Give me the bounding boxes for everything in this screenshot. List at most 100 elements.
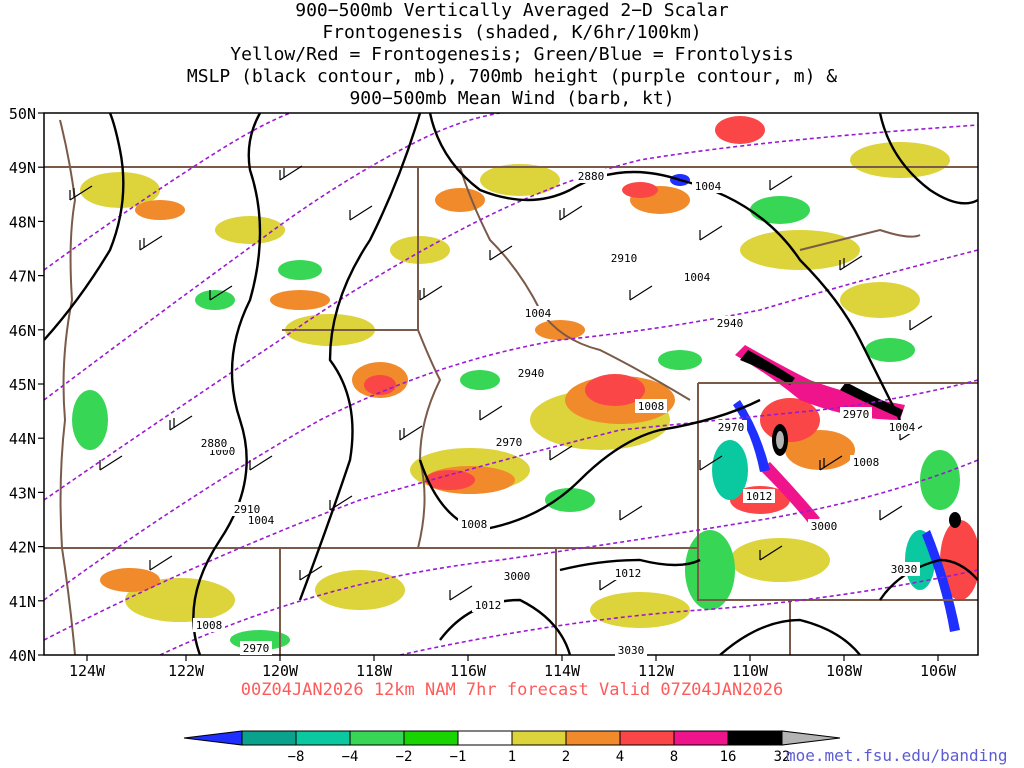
- legend-swatch: [511, 730, 567, 746]
- pressure-label: 1012: [746, 490, 773, 503]
- pressure-label: 1004: [525, 307, 552, 320]
- lat-label: 43N: [9, 484, 36, 502]
- latitude-labels: 50N 49N 48N 47N 46N 45N 44N 43N 42N 41N 40N: [9, 105, 44, 665]
- pressure-label-bg: [850, 455, 882, 469]
- height-label: 2970: [843, 408, 870, 421]
- pressure-label: 1008: [196, 619, 223, 632]
- lon-label: 114W: [544, 662, 581, 680]
- lon-label: 108W: [826, 662, 863, 680]
- legend-left-arrow: [183, 730, 243, 746]
- legend-swatch: [403, 730, 459, 746]
- legend-swatch: [673, 730, 729, 746]
- legend-label: −2: [396, 749, 413, 765]
- pressure-label-bg: [692, 179, 724, 193]
- height-label: 2880: [578, 170, 605, 183]
- pressure-label: 1008: [638, 400, 665, 413]
- legend-label: −1: [450, 749, 467, 765]
- lon-label: 122W: [168, 662, 205, 680]
- height-label: 2940: [717, 317, 744, 330]
- legend-label: 1: [508, 749, 516, 765]
- height-label: 3000: [811, 520, 838, 533]
- height-label-bg: [615, 643, 647, 657]
- lat-label: 50N: [9, 105, 36, 123]
- legend-label: 8: [670, 749, 678, 765]
- color-legend: −8 −4 −2 −1 1 2 4 8 16 32: [183, 730, 841, 765]
- height-label: 2940: [518, 367, 545, 380]
- legend-label: −4: [342, 749, 359, 765]
- height-label-bg: [608, 251, 640, 265]
- height-label: 2910: [611, 252, 638, 265]
- legend-right-arrow: [781, 730, 841, 746]
- height-label-bg: [840, 407, 872, 421]
- lat-label: 41N: [9, 593, 36, 611]
- lat-label: 49N: [9, 159, 36, 177]
- lat-label: 44N: [9, 430, 36, 448]
- legend-label: 4: [616, 749, 624, 765]
- lon-label: 118W: [356, 662, 393, 680]
- height-label-bg: [493, 435, 525, 449]
- title-line-3: Yellow/Red = Frontogenesis; Green/Blue =…: [230, 44, 794, 65]
- legend-swatch: [457, 730, 513, 746]
- height-label: 2880: [201, 437, 228, 450]
- title-line-2: Frontogenesis (shaded, K/6hr/100km): [322, 22, 702, 43]
- legend-label: −8: [288, 749, 305, 765]
- title-line-4: MSLP (black contour, mb), 700mb height (…: [186, 66, 838, 87]
- lon-label: 106W: [920, 662, 957, 680]
- contour-labels: 1004100410041000100410081008101210121008…: [193, 169, 920, 657]
- pressure-contours: [44, 113, 978, 655]
- height-label: 2970: [718, 421, 745, 434]
- lat-label: 46N: [9, 322, 36, 340]
- pressure-label: 1012: [475, 599, 502, 612]
- pressure-label: 1004: [695, 180, 722, 193]
- legend-label: 16: [720, 749, 737, 765]
- height-label: 3030: [618, 644, 645, 657]
- height-label: 2970: [496, 436, 523, 449]
- pressure-label-bg: [612, 566, 644, 580]
- legend-swatch: [295, 730, 351, 746]
- lon-label: 124W: [69, 662, 106, 680]
- height-label-bg: [501, 569, 533, 583]
- map-title: 900−500mb Vertically Averaged 2−D Scalar…: [0, 0, 1024, 110]
- lat-label: 48N: [9, 213, 36, 231]
- height-label-bg: [715, 420, 747, 434]
- height-label-bg: [714, 316, 746, 330]
- legend-swatch: [619, 730, 675, 746]
- pressure-label-bg: [681, 270, 713, 284]
- pressure-label-bg: [458, 517, 490, 531]
- height-label: 3030: [891, 563, 918, 576]
- pressure-label-bg: [886, 420, 918, 434]
- pressure-label: 1012: [615, 567, 642, 580]
- height-label-bg: [808, 519, 840, 533]
- height-label-bg: [240, 641, 272, 655]
- title-line-1: 900−500mb Vertically Averaged 2−D Scalar: [295, 0, 729, 21]
- pressure-label-bg: [743, 489, 775, 503]
- lat-label: 47N: [9, 268, 36, 286]
- title-line-5: 900−500mb Mean Wind (barb, kt): [349, 88, 675, 109]
- lon-label: 120W: [262, 662, 299, 680]
- lon-label: 110W: [732, 662, 769, 680]
- source-credit: moe.met.fsu.edu/banding: [786, 746, 1008, 765]
- pressure-label-bg: [635, 399, 667, 413]
- height-label: 2910: [234, 503, 261, 516]
- frontogenesis-shading: [72, 116, 978, 650]
- height-label: 2970: [243, 642, 270, 655]
- pressure-label: 1004: [684, 271, 711, 284]
- legend-label: 32: [774, 749, 791, 765]
- lon-label: 112W: [638, 662, 675, 680]
- state-borders: [44, 119, 978, 655]
- height-label-bg: [575, 169, 607, 183]
- height-label-bg: [888, 562, 920, 576]
- height-label-bg: [231, 502, 263, 516]
- lon-label: 116W: [450, 662, 487, 680]
- height-contours: [44, 113, 978, 655]
- legend-swatch: [565, 730, 621, 746]
- height-label-bg: [198, 436, 230, 450]
- legend-swatch: [727, 730, 783, 746]
- height-label: 3000: [504, 570, 531, 583]
- pressure-label-bg: [245, 513, 277, 527]
- legend-label: 2: [562, 749, 570, 765]
- lat-label: 40N: [9, 647, 36, 665]
- pressure-label-bg: [472, 598, 504, 612]
- forecast-valid-time: 00Z04JAN2026 12km NAM 7hr forecast Valid…: [240, 680, 784, 700]
